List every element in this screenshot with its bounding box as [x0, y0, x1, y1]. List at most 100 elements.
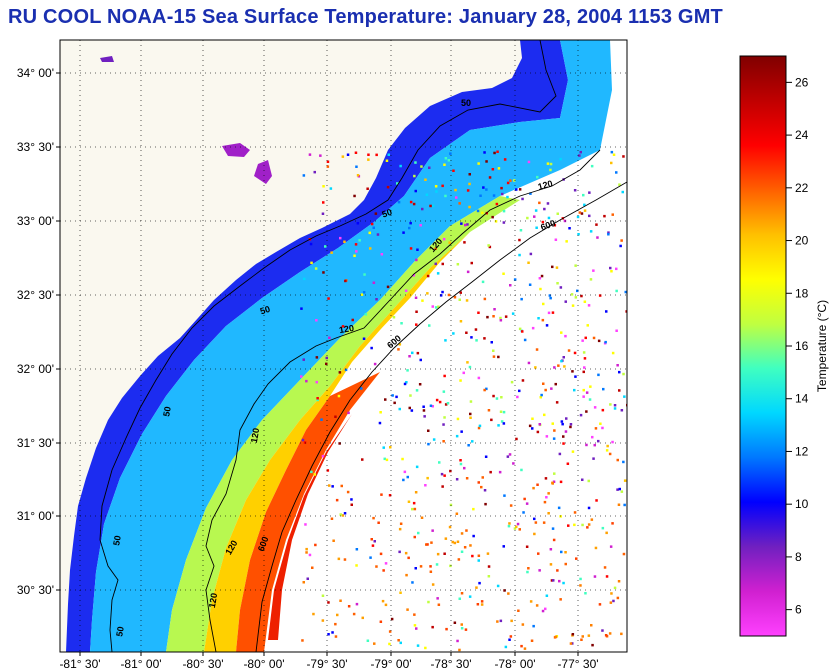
sst-pixel: [325, 356, 328, 360]
sst-pixel: [558, 452, 562, 456]
sst-pixel: [566, 462, 570, 465]
sst-pixel: [398, 550, 401, 554]
sst-pixel: [562, 435, 565, 438]
sst-pixel: [401, 457, 404, 461]
sst-pixel: [431, 625, 434, 629]
sst-pixel: [590, 164, 594, 168]
sst-pixel: [362, 337, 366, 340]
sst-pixel: [352, 612, 356, 616]
sst-pixel: [487, 244, 490, 247]
sst-pixel: [483, 489, 487, 492]
sst-pixel: [603, 566, 607, 569]
sst-pixel: [523, 497, 526, 501]
sst-pixel: [314, 267, 318, 270]
sst-pixel: [579, 413, 583, 417]
sst-pixel: [382, 446, 385, 449]
sst-pixel: [469, 544, 472, 547]
sst-pixel: [485, 160, 488, 163]
sst-pixel: [532, 624, 535, 628]
sst-pixel: [414, 296, 418, 299]
sst-pixel: [569, 425, 572, 429]
sst-pixel: [595, 223, 598, 226]
sst-pixel: [554, 635, 558, 639]
sst-pixel: [300, 375, 303, 378]
sst-pixel: [497, 355, 500, 359]
sst-pixel: [354, 243, 358, 246]
sst-pixel: [448, 525, 452, 529]
sst-pixel: [518, 253, 521, 257]
sst-pixel: [541, 318, 545, 322]
sst-pixel: [585, 443, 588, 447]
sst-pixel: [582, 351, 586, 354]
sst-pixel: [355, 602, 359, 606]
sst-pixel: [443, 416, 446, 419]
sst-pixel: [375, 565, 378, 568]
sst-pixel: [415, 310, 418, 313]
sst-pixel: [573, 523, 576, 527]
sst-pixel: [490, 341, 493, 344]
colorbar-tick-label: 8: [795, 550, 802, 564]
sst-pixel: [413, 624, 417, 627]
sst-pixel: [515, 437, 518, 441]
sst-pixel: [539, 287, 542, 291]
sst-pixel: [424, 484, 427, 487]
sst-pixel: [408, 355, 411, 358]
sst-pixel: [565, 240, 568, 243]
sst-pixel: [416, 248, 419, 251]
sst-pixel: [380, 493, 383, 496]
sst-pixel: [452, 332, 455, 335]
sst-pixel: [537, 317, 540, 320]
sst-pixel: [441, 485, 444, 488]
sst-pixel: [322, 201, 325, 204]
sst-pixel: [487, 575, 491, 578]
sst-pixel: [301, 438, 305, 442]
sst-pixel: [477, 162, 480, 165]
sst-pixel: [625, 310, 627, 313]
sst-pixel: [444, 339, 447, 342]
sst-pixel: [444, 157, 448, 160]
sst-pixel: [322, 185, 325, 188]
sst-pixel: [398, 343, 402, 346]
sst-pixel: [356, 174, 360, 177]
sst-pixel: [486, 315, 489, 319]
sst-pixel: [431, 204, 435, 207]
sst-pixel: [445, 627, 448, 631]
sst-pixel: [500, 396, 503, 399]
sst-pixel: [341, 514, 345, 517]
sst-pixel: [332, 539, 335, 542]
sst-pixel: [579, 584, 582, 587]
sst-pixel: [560, 359, 563, 363]
sst-pixel: [346, 153, 350, 156]
sst-pixel: [611, 522, 614, 525]
sst-pixel: [404, 551, 408, 555]
sst-pixel: [541, 220, 545, 224]
sst-pixel: [615, 329, 618, 332]
sst-pixel: [490, 418, 493, 422]
sst-pixel: [424, 178, 427, 181]
contour-label: 120: [338, 323, 355, 335]
sst-pixel: [526, 570, 529, 574]
sst-pixel: [301, 639, 304, 642]
sst-pixel: [423, 415, 426, 418]
sst-pixel: [560, 331, 563, 334]
sst-pixel: [548, 294, 552, 297]
sst-pixel: [432, 438, 436, 441]
sst-pixel: [518, 389, 521, 393]
sst-pixel: [320, 418, 323, 421]
sst-pixel: [462, 371, 465, 375]
sst-pixel: [559, 157, 562, 161]
lon-tick-label: -77° 30': [557, 657, 598, 671]
sst-pixel: [540, 274, 544, 278]
sst-pixel: [487, 565, 491, 568]
sst-pixel: [319, 154, 322, 157]
sst-pixel: [523, 647, 527, 650]
sst-pixel: [334, 635, 338, 638]
sst-pixel: [395, 395, 398, 399]
sst-pixel: [602, 387, 605, 391]
sst-pixel: [384, 562, 388, 565]
sst-pixel: [521, 623, 525, 626]
sst-pixel: [420, 516, 424, 519]
sst-pixel: [460, 550, 464, 553]
sst-pixel: [511, 312, 515, 315]
